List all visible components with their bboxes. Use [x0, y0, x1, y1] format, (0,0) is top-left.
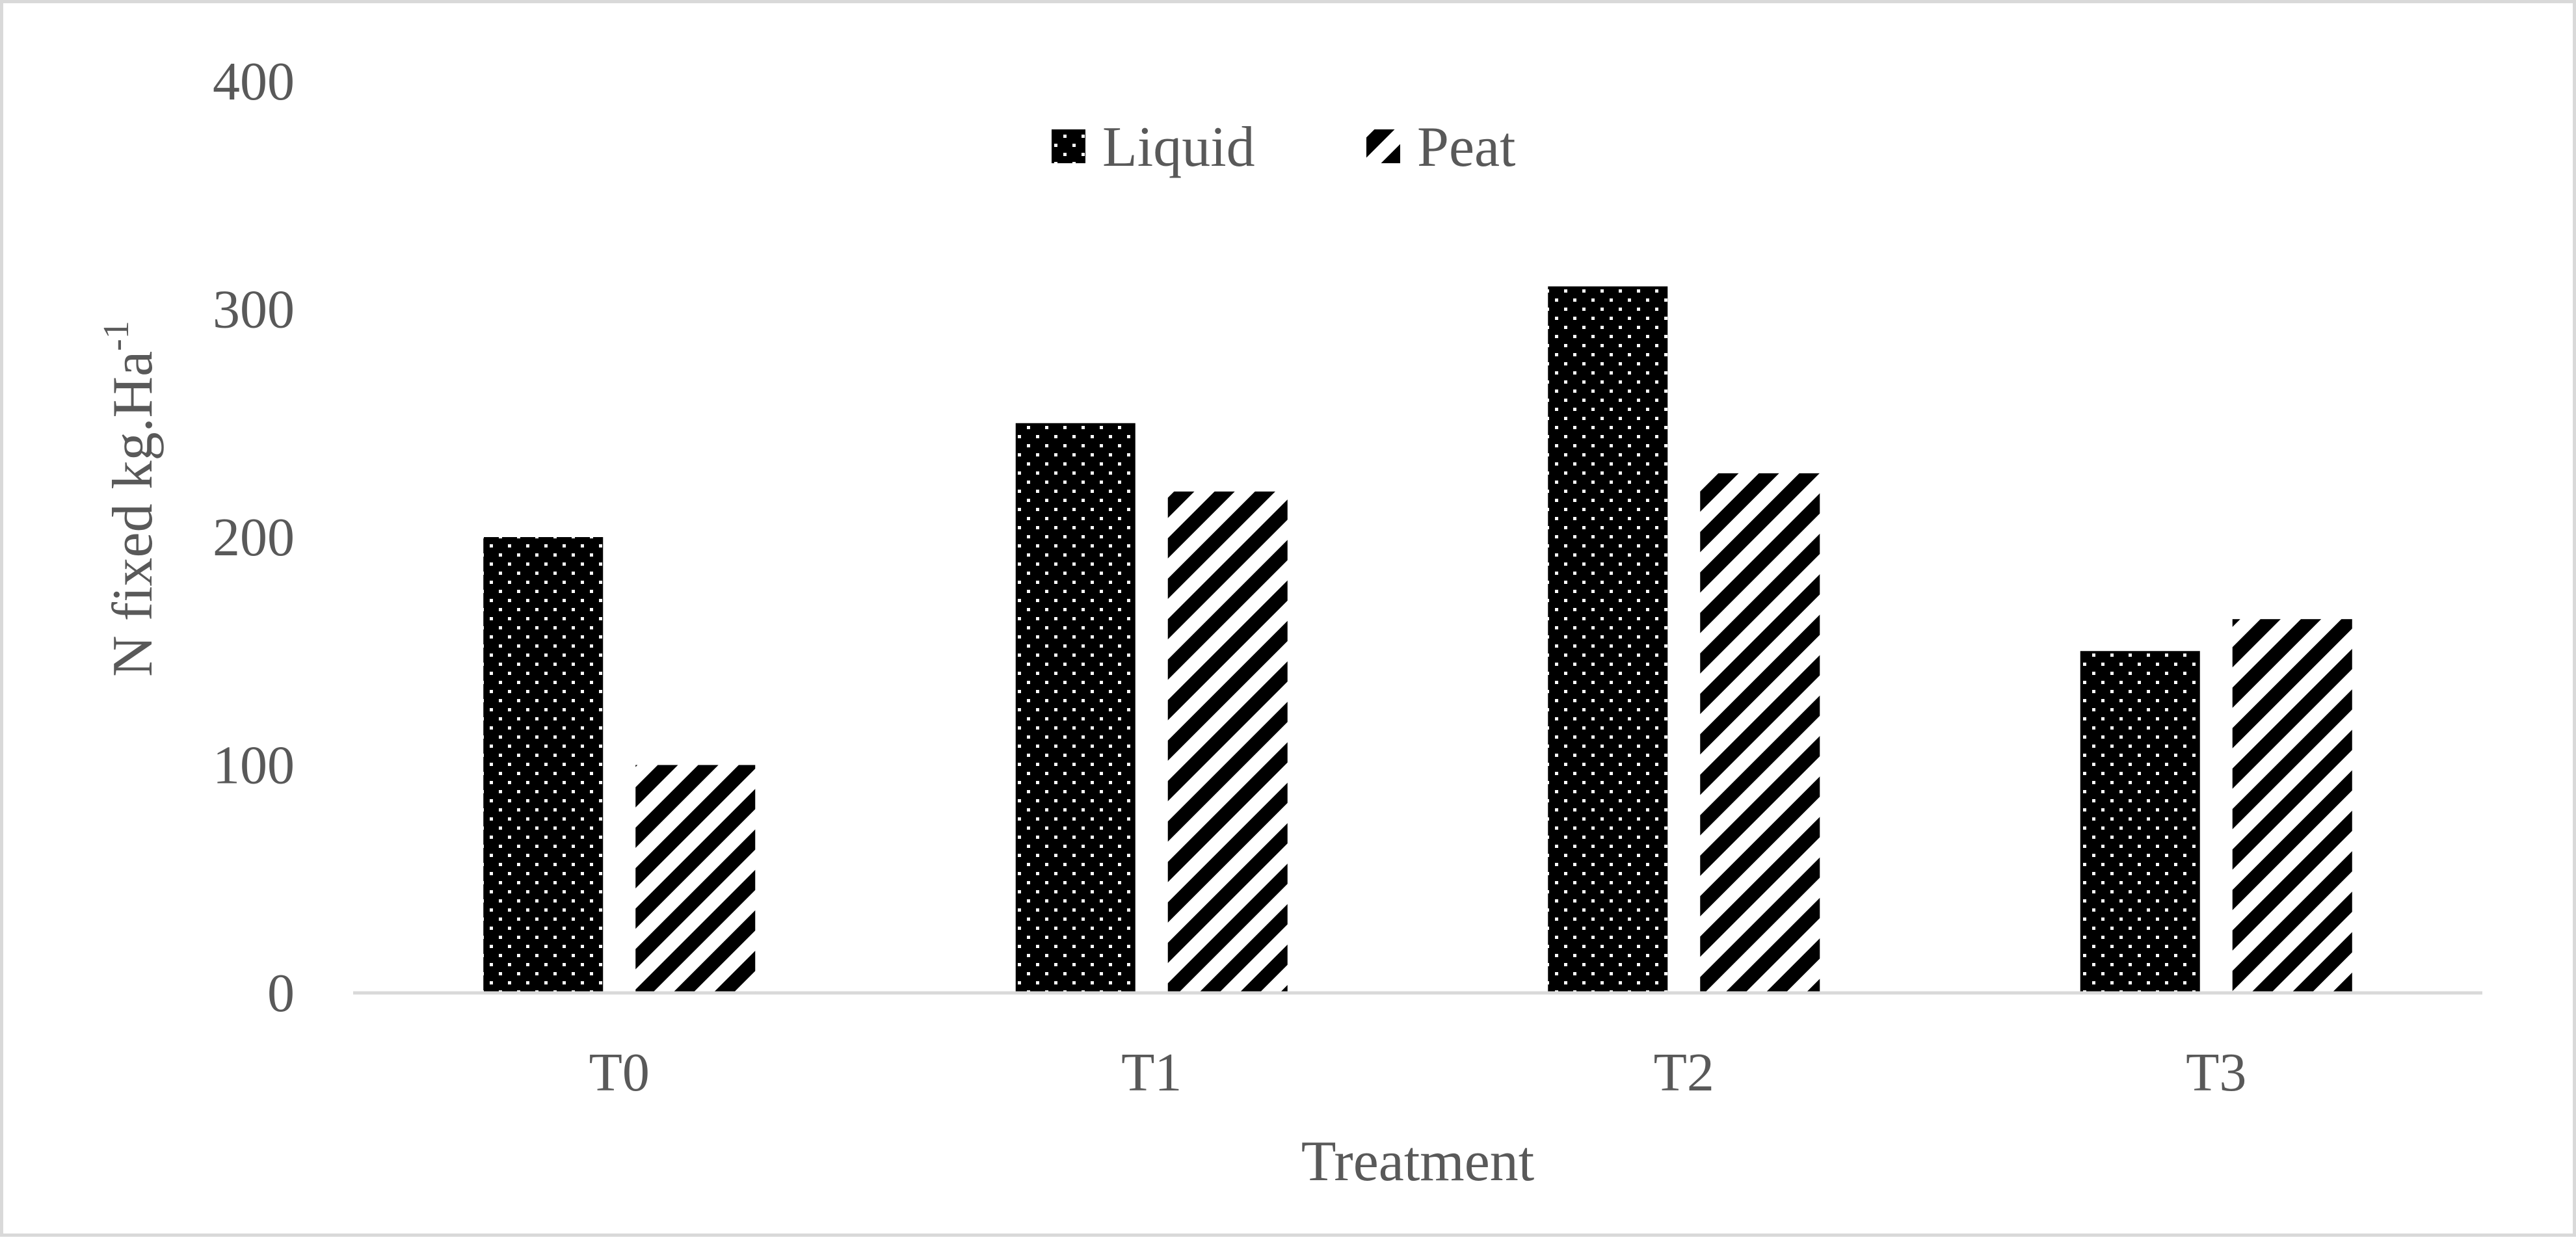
y-tick-label: 300: [213, 280, 295, 340]
bar-chart: 0 100 200 300 400 T0 T1 T2 T3 Treatment N fixed…: [96, 51, 2482, 1193]
y-axis-title-superscript: -1: [96, 321, 137, 351]
y-axis-title: N fixed kg.Ha-1: [96, 321, 165, 677]
bar-liquid-t0: [483, 537, 604, 993]
y-tick-label: 400: [213, 51, 295, 112]
legend-label-peat: Peat: [1417, 116, 1516, 179]
bar-liquid-t3: [2080, 651, 2200, 993]
y-tick-label: 0: [267, 963, 295, 1023]
x-axis-ticks: T0 T1 T2 T3: [589, 1042, 2247, 1103]
legend-label-liquid: Liquid: [1102, 116, 1255, 179]
legend-swatch-peat: [1366, 129, 1400, 163]
y-tick-label: 200: [213, 507, 295, 568]
y-axis-title-main: N fixed kg.Ha: [101, 351, 165, 677]
bar-peat-t1: [1167, 491, 1288, 993]
bar-peat-t3: [2232, 619, 2352, 993]
legend-swatch-liquid: [1052, 129, 1085, 163]
x-tick-label: T3: [2186, 1042, 2246, 1103]
x-tick-label: T2: [1654, 1042, 1714, 1103]
bar-liquid-t2: [1548, 286, 1668, 994]
bar-peat-t2: [1700, 473, 1820, 993]
x-tick-label: T1: [1121, 1042, 1182, 1103]
y-axis-ticks: 0 100 200 300 400: [213, 51, 295, 1023]
x-axis-title: Treatment: [1301, 1130, 1535, 1193]
bar-peat-t0: [635, 765, 756, 993]
y-tick-label: 100: [213, 735, 295, 796]
bar-liquid-t1: [1015, 423, 1135, 993]
legend: Liquid Peat: [1052, 116, 1516, 179]
x-tick-label: T0: [589, 1042, 650, 1103]
bars: [483, 286, 2352, 994]
